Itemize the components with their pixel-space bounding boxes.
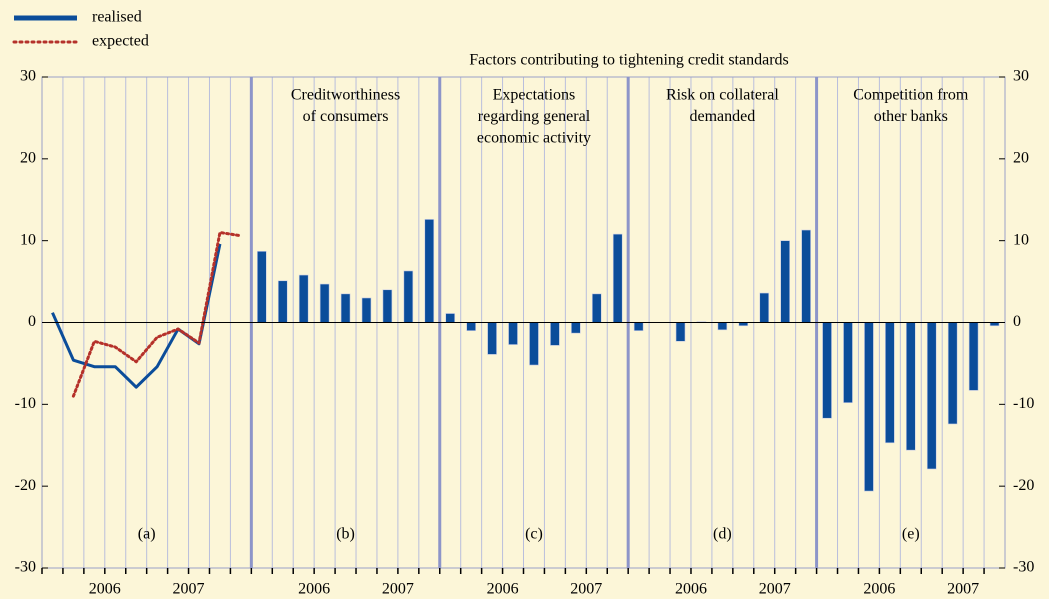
bar <box>905 322 916 451</box>
bar <box>382 289 393 323</box>
y-tick-label: 20 <box>20 150 36 167</box>
bar <box>717 322 728 331</box>
y-tick-label: 10 <box>20 231 36 248</box>
bar <box>885 322 895 444</box>
panel-label: (c) <box>525 526 543 543</box>
line-expected <box>71 230 243 398</box>
panel-text: Creditworthiness <box>291 87 400 104</box>
x-tick-label: 2007 <box>570 581 602 598</box>
bar <box>571 322 581 334</box>
y2-tick-label: 20 <box>1013 150 1029 167</box>
bar <box>466 322 476 331</box>
panel-text: economic activity <box>477 130 591 147</box>
bar <box>529 322 539 366</box>
bar <box>340 293 351 323</box>
bar <box>550 322 560 346</box>
panel-text: regarding general <box>478 108 591 125</box>
bar <box>424 219 435 323</box>
bar <box>968 322 979 391</box>
bar <box>780 240 790 323</box>
bar <box>675 322 686 342</box>
panel-text: of consumers <box>303 108 389 125</box>
panel-text: Risk on collateral <box>666 87 779 104</box>
bar <box>508 322 518 345</box>
panel-label: (e) <box>902 526 920 543</box>
panel-text: Competition from <box>853 87 969 104</box>
line-realised <box>51 243 222 389</box>
bar <box>487 322 497 355</box>
panel-label: (b) <box>336 526 355 543</box>
panel-label: (d) <box>713 526 732 543</box>
bar <box>277 280 288 323</box>
bar <box>361 297 372 323</box>
bar <box>801 229 811 323</box>
legend-label: realised <box>92 9 142 26</box>
panel-text: Expectations <box>493 87 576 104</box>
bar <box>759 292 770 323</box>
y2-tick-label: 30 <box>1013 68 1029 85</box>
x-tick-label: 2006 <box>89 581 121 598</box>
y-tick-label: -30 <box>15 559 36 576</box>
x-tick-label: 2007 <box>947 581 979 598</box>
chart-title: Factors contributing to tightening credi… <box>469 52 789 69</box>
bar <box>822 322 832 419</box>
bar <box>633 322 644 331</box>
bar <box>926 322 937 470</box>
x-tick-label: 2006 <box>675 581 707 598</box>
panel-label: (a) <box>138 526 156 543</box>
bar <box>403 270 414 323</box>
bar <box>843 322 853 403</box>
bar <box>591 293 602 323</box>
y2-tick-label: -10 <box>1013 395 1034 412</box>
bar <box>947 322 958 425</box>
y2-tick-label: 10 <box>1013 231 1029 248</box>
legend-label: expected <box>92 33 149 50</box>
bar <box>257 251 267 323</box>
x-tick-label: 2006 <box>487 581 519 598</box>
x-tick-label: 2006 <box>863 581 895 598</box>
x-tick-label: 2007 <box>173 581 205 598</box>
bar <box>612 233 623 323</box>
x-tick-label: 2007 <box>759 581 791 598</box>
bar <box>864 322 874 492</box>
y2-tick-label: 0 <box>1013 313 1021 330</box>
y-tick-label: -20 <box>15 477 36 494</box>
y-tick-label: 30 <box>20 68 36 85</box>
y-tick-label: -10 <box>15 395 36 412</box>
y2-tick-label: -30 <box>1013 559 1034 576</box>
panel-text: demanded <box>690 108 756 125</box>
bar <box>319 283 330 323</box>
panel-text: other banks <box>874 108 948 125</box>
x-tick-label: 2006 <box>298 581 330 598</box>
y2-tick-label: -20 <box>1013 477 1034 494</box>
bar <box>298 274 309 323</box>
x-tick-label: 2007 <box>382 581 414 598</box>
bar <box>445 313 456 323</box>
y-tick-label: 0 <box>28 313 36 330</box>
